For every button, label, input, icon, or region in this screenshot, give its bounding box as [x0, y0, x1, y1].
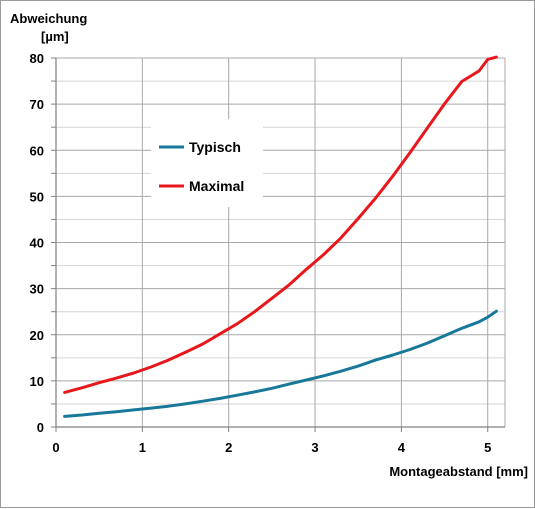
y-tick-label: 10 — [30, 374, 44, 389]
y-tick-label: 60 — [30, 143, 44, 158]
x-tick-label: 3 — [311, 440, 318, 455]
legend-box — [151, 119, 263, 207]
y-tick-label: 80 — [30, 51, 44, 66]
x-tick-label: 2 — [225, 440, 232, 455]
y-tick-label: 20 — [30, 328, 44, 343]
legend-label-maximal: Maximal — [189, 178, 244, 194]
y-tick-label: 30 — [30, 282, 44, 297]
series-lines — [63, 55, 498, 418]
x-tick-label: 0 — [52, 440, 59, 455]
series-line-maximal — [63, 55, 498, 394]
y-tick-label: 70 — [30, 97, 44, 112]
x-axis-label: Montageabstand [mm] — [389, 464, 528, 479]
y-tick-labels: 0 10 20 30 40 50 60 70 80 — [30, 51, 44, 435]
legend: Typisch Maximal — [151, 119, 263, 207]
x-tick-label: 4 — [398, 440, 406, 455]
x-tick-label: 5 — [484, 440, 491, 455]
x-tick-label: 1 — [139, 440, 146, 455]
y-tick-label: 40 — [30, 236, 44, 251]
y-tick-label: 50 — [30, 189, 44, 204]
series-line-typisch — [63, 309, 498, 418]
axes — [51, 57, 505, 432]
y-axis-label-line1: Abweichung — [10, 11, 87, 26]
legend-label-typisch: Typisch — [189, 139, 241, 155]
y-axis-label-line2: [µm] — [41, 29, 69, 44]
y-tick-label: 0 — [37, 420, 44, 435]
x-tick-labels: 0 1 2 3 4 5 — [52, 440, 491, 455]
